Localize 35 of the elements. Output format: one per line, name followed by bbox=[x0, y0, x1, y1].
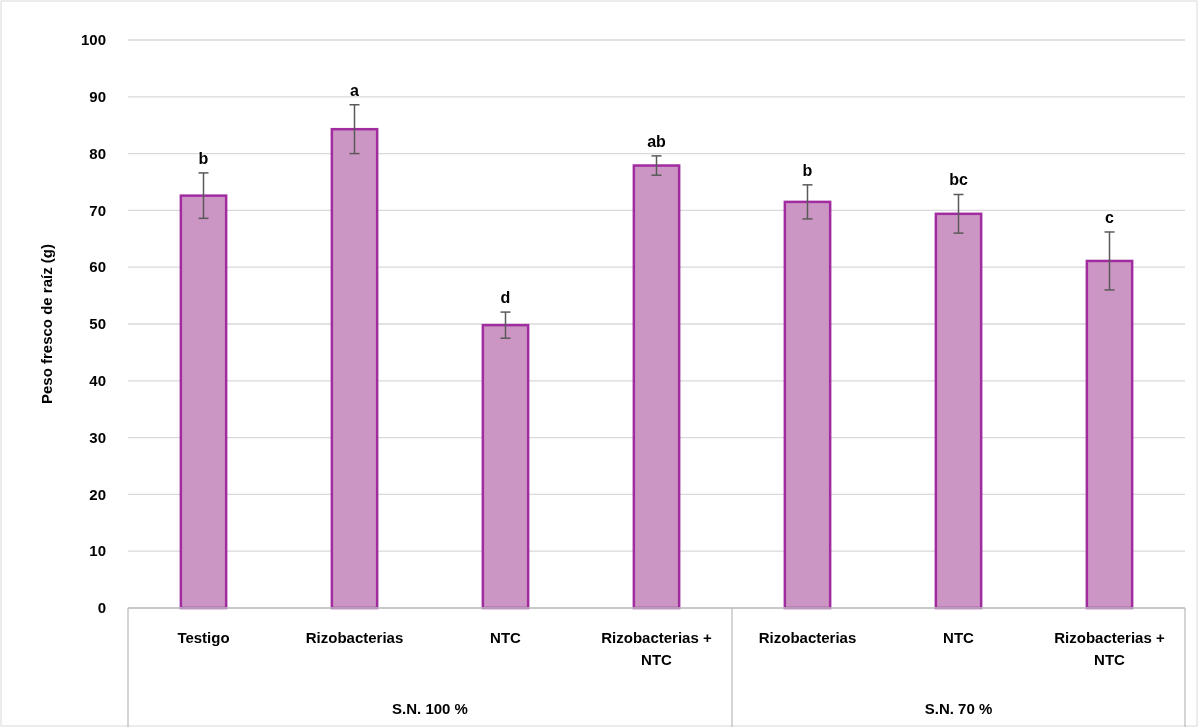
x-tick-label: NTC bbox=[943, 629, 975, 646]
y-tick-label: 20 bbox=[89, 485, 106, 503]
y-tick-label: 10 bbox=[89, 542, 106, 560]
y-tick-label: 70 bbox=[89, 201, 106, 219]
y-tick-label: 100 bbox=[80, 31, 106, 49]
x-tick-label: NTC bbox=[490, 629, 522, 646]
y-tick-label: 40 bbox=[89, 372, 106, 390]
y-tick-label: 50 bbox=[89, 315, 106, 333]
bar bbox=[1085, 259, 1134, 610]
annotation: d bbox=[500, 289, 511, 307]
x-tick-label: Testigo bbox=[177, 629, 230, 646]
y-tick-label: 30 bbox=[89, 428, 106, 446]
x-tick-label: Rizobacterias bbox=[758, 629, 857, 646]
y-tick-label: 0 bbox=[97, 599, 106, 617]
x-tick-label: Rizobacterias bbox=[305, 629, 404, 646]
y-axis-title: Peso fresco de raíz (g) bbox=[38, 243, 55, 405]
x-tick-label: Rizobacterias + NTC bbox=[601, 629, 712, 668]
annotation: ab bbox=[647, 132, 667, 150]
bar bbox=[330, 127, 379, 610]
bar bbox=[934, 212, 983, 610]
text: S.N. 70 % bbox=[924, 700, 993, 717]
y-tick-label: 80 bbox=[89, 144, 106, 162]
bar bbox=[481, 323, 530, 610]
bar bbox=[632, 164, 681, 610]
annotation: b bbox=[198, 149, 209, 167]
annotation: bc bbox=[949, 171, 968, 189]
annotation: c bbox=[1105, 208, 1115, 226]
x-tick-label: Rizobacterias + NTC bbox=[1054, 629, 1165, 668]
bar bbox=[179, 194, 228, 610]
y-tick-label: 90 bbox=[89, 88, 106, 106]
y-tick-label: 60 bbox=[89, 258, 106, 276]
annotation: a bbox=[350, 81, 360, 99]
text: S.N. 100 % bbox=[392, 700, 468, 717]
annotation: b bbox=[802, 161, 813, 179]
bar bbox=[783, 200, 832, 610]
